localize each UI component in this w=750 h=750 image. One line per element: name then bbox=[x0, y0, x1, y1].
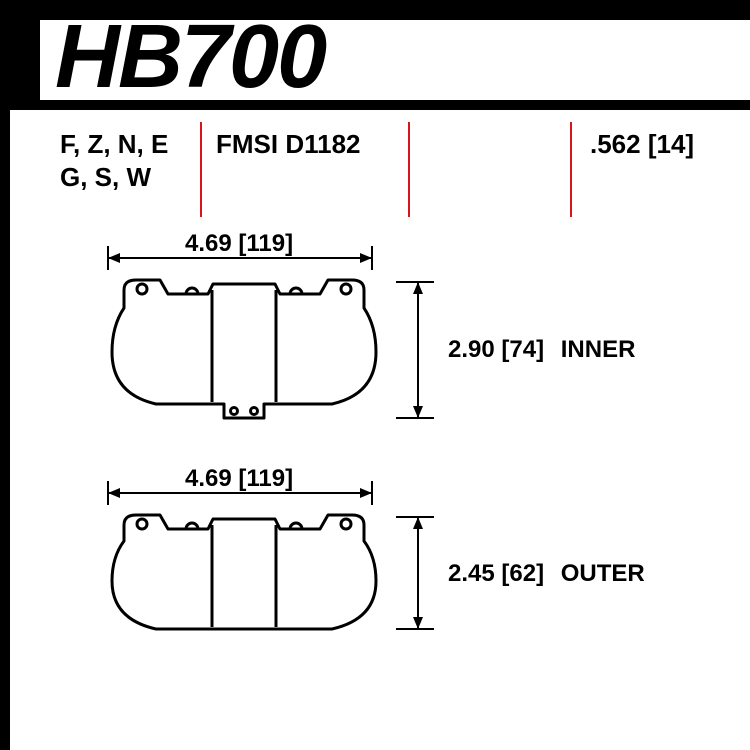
outer-width-arrow bbox=[90, 475, 390, 505]
outer-height-arrow bbox=[390, 507, 440, 647]
outer-height-label: 2.45 [62] OUTER bbox=[448, 560, 645, 588]
part-number: HB700 bbox=[55, 6, 325, 109]
inner-width-arrow bbox=[90, 240, 390, 270]
inner-side-label: INNER bbox=[561, 336, 636, 363]
fmsi-cell: FMSI D1182 bbox=[216, 128, 361, 161]
header-left-block bbox=[0, 0, 40, 110]
divider-1 bbox=[200, 122, 202, 217]
outer-side-label: OUTER bbox=[561, 560, 645, 587]
compounds-line1: F, Z, N, E bbox=[60, 129, 168, 159]
header-band: HB700 bbox=[0, 0, 750, 110]
outer-pad-shape bbox=[100, 507, 390, 647]
inner-pad-shape bbox=[100, 272, 390, 432]
inner-height-label: 2.90 [74] INNER bbox=[448, 336, 635, 364]
diagram-area: 4.69 [119] bbox=[90, 230, 650, 730]
divider-3 bbox=[570, 122, 572, 217]
compounds-cell: F, Z, N, E G, S, W bbox=[60, 128, 168, 193]
compounds-line2: G, S, W bbox=[60, 162, 151, 192]
divider-2 bbox=[408, 122, 410, 217]
inner-height-arrow bbox=[390, 272, 440, 432]
thickness-cell: .562 [14] bbox=[590, 128, 694, 161]
info-row: F, Z, N, E G, S, W FMSI D1182 .562 [14] bbox=[0, 128, 750, 218]
